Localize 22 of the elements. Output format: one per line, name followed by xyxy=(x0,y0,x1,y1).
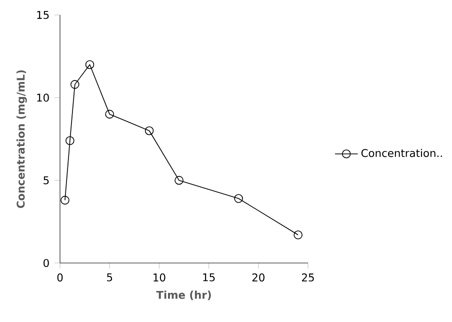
point xyxy=(174,176,184,185)
y-tick-label: 10 xyxy=(37,94,49,102)
point xyxy=(144,126,154,136)
point xyxy=(105,110,114,119)
x-axis-title: Time (hr) xyxy=(156,290,211,300)
point xyxy=(85,60,94,69)
x-tick-label: 25 xyxy=(302,273,314,282)
y-tick-label: 15 xyxy=(37,11,49,19)
x-tick-label: 15 xyxy=(203,273,215,282)
y-axis-title: Concentration (mg/mL) xyxy=(16,70,27,208)
point xyxy=(234,194,243,203)
legend-label: Concentration.. xyxy=(361,148,442,158)
y-tick-label: 5 xyxy=(44,176,49,184)
point xyxy=(70,80,80,89)
x-tick-label: 5 xyxy=(107,273,112,282)
y-tick-label: 0 xyxy=(44,258,49,268)
x-tick-label: 0 xyxy=(57,273,63,282)
point xyxy=(66,136,74,146)
point xyxy=(60,196,70,205)
x-tick-label: 20 xyxy=(252,273,264,282)
point xyxy=(294,230,302,240)
x-tick-label: 10 xyxy=(154,273,166,282)
